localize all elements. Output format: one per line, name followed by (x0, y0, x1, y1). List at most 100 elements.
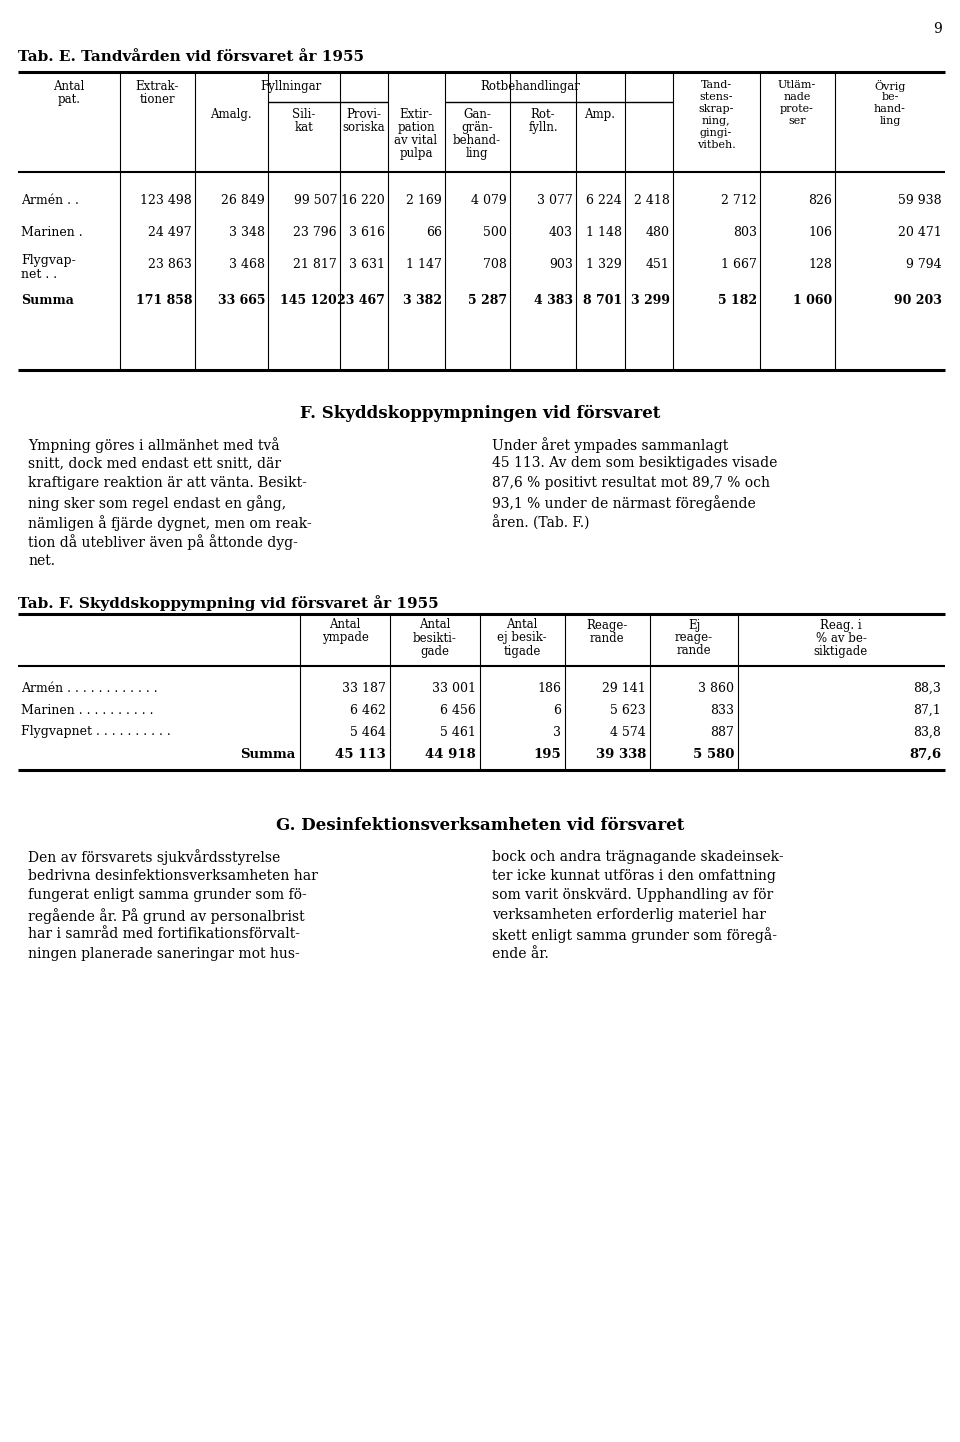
Text: 6 224: 6 224 (587, 195, 622, 208)
Text: 9 794: 9 794 (906, 258, 942, 271)
Text: 403: 403 (549, 226, 573, 239)
Text: Ympning göres i allmänhet med två: Ympning göres i allmänhet med två (28, 437, 279, 453)
Text: nämligen å fjärde dygnet, men om reak-: nämligen å fjärde dygnet, men om reak- (28, 515, 312, 531)
Text: 5 287: 5 287 (468, 294, 507, 307)
Text: Antal: Antal (506, 619, 538, 632)
Text: 24 497: 24 497 (149, 226, 192, 239)
Text: Den av försvarets sjukvårdsstyrelse: Den av försvarets sjukvårdsstyrelse (28, 849, 280, 865)
Text: 1 329: 1 329 (587, 258, 622, 271)
Text: har i samråd med fortifikationsförvalt-: har i samråd med fortifikationsförvalt- (28, 927, 300, 942)
Text: 66: 66 (426, 226, 442, 239)
Text: Amalg.: Amalg. (210, 108, 252, 121)
Text: 833: 833 (710, 704, 734, 717)
Text: ej besik-: ej besik- (497, 632, 547, 645)
Text: 5 182: 5 182 (718, 294, 757, 307)
Text: Antal: Antal (329, 619, 361, 632)
Text: 99 507: 99 507 (294, 195, 337, 208)
Text: regående år. På grund av personalbrist: regående år. På grund av personalbrist (28, 908, 304, 924)
Text: pation: pation (397, 121, 435, 134)
Text: 3 616: 3 616 (349, 226, 385, 239)
Text: 106: 106 (808, 226, 832, 239)
Text: reage-: reage- (675, 632, 713, 645)
Text: som varit önskvärd. Upphandling av för: som varit önskvärd. Upphandling av för (492, 888, 773, 903)
Text: 3 348: 3 348 (229, 226, 265, 239)
Text: ser: ser (788, 115, 805, 125)
Text: behand-: behand- (453, 134, 501, 147)
Text: 6 462: 6 462 (350, 704, 386, 717)
Text: 3 077: 3 077 (538, 195, 573, 208)
Text: kat: kat (295, 121, 313, 134)
Text: Antal: Antal (54, 79, 84, 92)
Text: 83,8: 83,8 (913, 725, 941, 738)
Text: 23 467: 23 467 (337, 294, 385, 307)
Text: 4 079: 4 079 (471, 195, 507, 208)
Text: Summa: Summa (21, 294, 74, 307)
Text: 33 665: 33 665 (218, 294, 265, 307)
Text: skrap-: skrap- (698, 104, 733, 114)
Text: 45 113: 45 113 (335, 747, 386, 760)
Text: Armén . . . . . . . . . . . .: Armén . . . . . . . . . . . . (21, 682, 157, 695)
Text: ning,: ning, (702, 115, 731, 125)
Text: 195: 195 (533, 747, 561, 760)
Text: 20 471: 20 471 (899, 226, 942, 239)
Text: Reag. i: Reag. i (820, 619, 862, 632)
Text: 23 796: 23 796 (294, 226, 337, 239)
Text: 3 382: 3 382 (403, 294, 442, 307)
Text: Ej: Ej (688, 619, 700, 632)
Text: Flygvapnet . . . . . . . . . .: Flygvapnet . . . . . . . . . . (21, 725, 171, 738)
Text: 33 001: 33 001 (432, 682, 476, 695)
Text: Tab. E. Tandvården vid försvaret år 1955: Tab. E. Tandvården vid försvaret år 1955 (18, 50, 364, 63)
Text: 708: 708 (483, 258, 507, 271)
Text: 186: 186 (537, 682, 561, 695)
Text: Amp.: Amp. (585, 108, 615, 121)
Text: 8 701: 8 701 (583, 294, 622, 307)
Text: net.: net. (28, 554, 55, 568)
Text: fungerat enligt samma grunder som fö-: fungerat enligt samma grunder som fö- (28, 888, 307, 903)
Text: bock och andra trägnagande skadeinsek-: bock och andra trägnagande skadeinsek- (492, 849, 783, 864)
Text: Under året ympades sammanlagt: Under året ympades sammanlagt (492, 437, 729, 453)
Text: prote-: prote- (780, 104, 814, 114)
Text: kraftigare reaktion är att vänta. Besikt-: kraftigare reaktion är att vänta. Besikt… (28, 476, 307, 490)
Text: soriska: soriska (343, 121, 385, 134)
Text: tioner: tioner (139, 92, 175, 107)
Text: tion då utebliver även på åttonde dyg-: tion då utebliver även på åttonde dyg- (28, 535, 298, 551)
Text: 23 863: 23 863 (148, 258, 192, 271)
Text: Provi-: Provi- (347, 108, 381, 121)
Text: Tab. F. Skyddskoppympning vid försvaret år 1955: Tab. F. Skyddskoppympning vid försvaret … (18, 596, 439, 611)
Text: 87,1: 87,1 (913, 704, 941, 717)
Text: Övrig: Övrig (875, 79, 905, 92)
Text: ling: ling (879, 115, 900, 125)
Text: F. Skyddskoppympningen vid försvaret: F. Skyddskoppympningen vid försvaret (300, 405, 660, 423)
Text: nade: nade (783, 92, 810, 102)
Text: Rotbehandlingar: Rotbehandlingar (480, 79, 580, 92)
Text: åren. (Tab. F.): åren. (Tab. F.) (492, 515, 589, 531)
Text: bedrivna desinfektionsverksamheten har: bedrivna desinfektionsverksamheten har (28, 870, 318, 883)
Text: 1 060: 1 060 (793, 294, 832, 307)
Text: Extir-: Extir- (399, 108, 433, 121)
Text: 44 918: 44 918 (425, 747, 476, 760)
Text: besikti-: besikti- (413, 632, 457, 645)
Text: 1 147: 1 147 (406, 258, 442, 271)
Text: 5 461: 5 461 (440, 725, 476, 738)
Text: 3 299: 3 299 (631, 294, 670, 307)
Text: 90 203: 90 203 (894, 294, 942, 307)
Text: Utläm-: Utläm- (778, 79, 816, 89)
Text: 2 418: 2 418 (635, 195, 670, 208)
Text: Armén . .: Armén . . (21, 195, 79, 208)
Text: Reage-: Reage- (587, 619, 628, 632)
Text: 145 120: 145 120 (280, 294, 337, 307)
Text: 1 667: 1 667 (721, 258, 757, 271)
Text: be-: be- (881, 92, 899, 102)
Text: 87,6: 87,6 (909, 747, 941, 760)
Text: 480: 480 (646, 226, 670, 239)
Text: 4 383: 4 383 (534, 294, 573, 307)
Text: stens-: stens- (699, 92, 732, 102)
Text: Marinen .: Marinen . (21, 226, 83, 239)
Text: Sili-: Sili- (292, 108, 316, 121)
Text: ter icke kunnat utföras i den omfattning: ter icke kunnat utföras i den omfattning (492, 870, 776, 883)
Text: ling: ling (466, 147, 489, 160)
Text: 1 148: 1 148 (586, 226, 622, 239)
Text: grän-: grän- (461, 121, 492, 134)
Text: % av be-: % av be- (816, 632, 867, 645)
Text: 826: 826 (808, 195, 832, 208)
